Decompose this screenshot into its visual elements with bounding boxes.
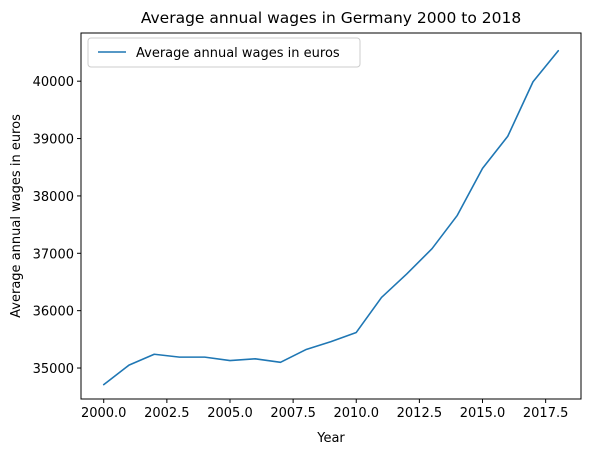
y-axis-title: Average annual wages in euros: [9, 114, 24, 318]
y-tick-label: 39000: [33, 133, 74, 148]
legend: Average annual wages in euros: [87, 37, 361, 68]
x-axis: 2000.0 2002.5 2005.0 2007.5 2010.0 2012.5 2015…: [81, 399, 568, 421]
x-tick-label: 2005.0: [207, 406, 253, 421]
series-line-0: [102, 49, 560, 386]
x-tick-label: 2015.0: [460, 406, 506, 421]
chart-title: Average annual wages in Germany 2000 to …: [141, 9, 521, 27]
x-tick-label: 2010.0: [334, 406, 380, 421]
legend-box: [87, 37, 361, 68]
x-tick-label: 2002.5: [144, 406, 190, 421]
x-axis-title: Year: [316, 431, 345, 446]
x-tick-label: 2017.5: [523, 406, 569, 421]
series-layer: [102, 49, 560, 386]
x-tick-label: 2012.5: [397, 406, 443, 421]
y-tick-label: 40000: [33, 75, 74, 90]
y-tick-label: 37000: [33, 247, 74, 262]
y-axis: 35000 36000 37000 38000 39000 40000: [33, 75, 81, 377]
y-tick-label: 38000: [33, 190, 74, 205]
legend-label: Average annual wages in euros: [136, 46, 340, 61]
y-tick-label: 35000: [33, 362, 74, 377]
x-tick-label: 2007.5: [270, 406, 316, 421]
x-tick-label: 2000.0: [81, 406, 127, 421]
plot-area-frame: [80, 32, 582, 400]
y-tick-label: 36000: [33, 305, 74, 320]
